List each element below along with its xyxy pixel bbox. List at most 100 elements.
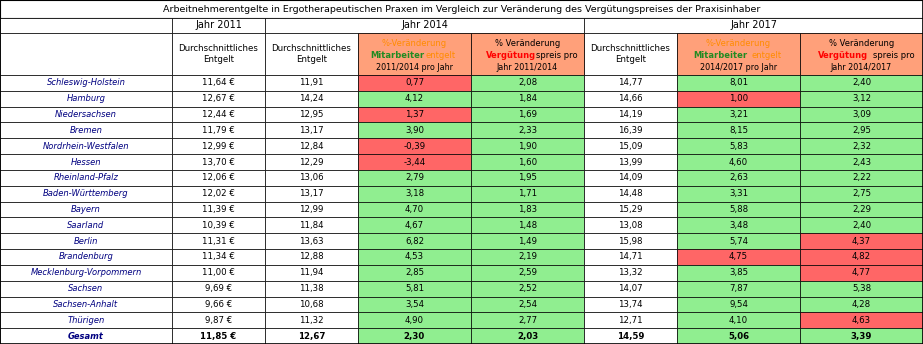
Text: % Veränderung: % Veränderung bbox=[829, 39, 894, 48]
Bar bbox=[677, 186, 800, 202]
Bar bbox=[800, 170, 923, 186]
Text: 2,29: 2,29 bbox=[852, 205, 871, 214]
Bar bbox=[0, 297, 172, 312]
Bar bbox=[584, 233, 677, 249]
Bar bbox=[358, 202, 471, 217]
Bar bbox=[265, 265, 358, 281]
Bar bbox=[358, 154, 471, 170]
Bar bbox=[800, 281, 923, 297]
Bar bbox=[358, 297, 471, 312]
Bar bbox=[172, 154, 265, 170]
Text: 11,00 €: 11,00 € bbox=[202, 268, 235, 277]
Text: 4,10: 4,10 bbox=[729, 316, 748, 325]
Bar bbox=[0, 328, 172, 344]
Text: 11,31 €: 11,31 € bbox=[202, 237, 235, 246]
Bar bbox=[172, 328, 265, 344]
Text: 2,75: 2,75 bbox=[852, 189, 871, 198]
Text: 13,08: 13,08 bbox=[618, 221, 642, 230]
Text: 6,82: 6,82 bbox=[405, 237, 424, 246]
Bar bbox=[265, 249, 358, 265]
Text: %-Veränderung: %-Veränderung bbox=[382, 39, 447, 48]
Text: 14,09: 14,09 bbox=[618, 173, 642, 182]
Text: Mecklenburg-Vorpommern: Mecklenburg-Vorpommern bbox=[30, 268, 141, 277]
Text: Hessen: Hessen bbox=[71, 158, 102, 166]
Bar bbox=[471, 33, 584, 75]
Text: 2,43: 2,43 bbox=[852, 158, 871, 166]
Text: 12,99: 12,99 bbox=[299, 205, 324, 214]
Bar bbox=[584, 217, 677, 233]
Bar bbox=[677, 233, 800, 249]
Bar bbox=[471, 312, 584, 328]
Bar bbox=[677, 249, 800, 265]
Bar bbox=[265, 18, 584, 33]
Text: Bayern: Bayern bbox=[71, 205, 101, 214]
Text: 12,29: 12,29 bbox=[299, 158, 324, 166]
Text: 13,63: 13,63 bbox=[299, 237, 324, 246]
Bar bbox=[800, 154, 923, 170]
Text: Mitarbeiter: Mitarbeiter bbox=[693, 51, 747, 60]
Bar bbox=[677, 154, 800, 170]
Text: 9,69 €: 9,69 € bbox=[205, 284, 232, 293]
Bar bbox=[677, 297, 800, 312]
Text: 2,85: 2,85 bbox=[405, 268, 424, 277]
Bar bbox=[584, 122, 677, 138]
Bar bbox=[800, 33, 923, 75]
Bar bbox=[358, 217, 471, 233]
Text: 11,84: 11,84 bbox=[299, 221, 324, 230]
Bar bbox=[265, 91, 358, 107]
Text: Schleswig-Holstein: Schleswig-Holstein bbox=[46, 78, 126, 87]
Text: 3,21: 3,21 bbox=[729, 110, 748, 119]
Bar bbox=[358, 233, 471, 249]
Bar bbox=[584, 328, 677, 344]
Bar bbox=[172, 265, 265, 281]
Bar bbox=[0, 217, 172, 233]
Bar bbox=[584, 202, 677, 217]
Bar bbox=[358, 138, 471, 154]
Text: 3,54: 3,54 bbox=[405, 300, 424, 309]
Bar bbox=[800, 265, 923, 281]
Text: 15,98: 15,98 bbox=[618, 237, 642, 246]
Bar bbox=[800, 33, 923, 75]
Text: 10,68: 10,68 bbox=[299, 300, 324, 309]
Text: 1,00: 1,00 bbox=[729, 94, 748, 103]
Bar bbox=[471, 122, 584, 138]
Text: 10,39 €: 10,39 € bbox=[202, 221, 234, 230]
Bar bbox=[358, 265, 471, 281]
Text: spreis pro: spreis pro bbox=[536, 51, 578, 60]
Text: 4,12: 4,12 bbox=[405, 94, 424, 103]
Text: Brandenburg: Brandenburg bbox=[58, 252, 114, 261]
Bar bbox=[677, 170, 800, 186]
Text: 2014/2017 pro Jahr: 2014/2017 pro Jahr bbox=[700, 63, 777, 72]
Bar bbox=[471, 202, 584, 217]
Bar bbox=[800, 328, 923, 344]
Bar bbox=[172, 138, 265, 154]
Text: Durchschnittliches
Entgelt: Durchschnittliches Entgelt bbox=[591, 44, 670, 64]
Text: Jahr 2011: Jahr 2011 bbox=[195, 21, 242, 31]
Bar bbox=[172, 18, 265, 33]
Bar bbox=[677, 122, 800, 138]
Bar bbox=[265, 312, 358, 328]
Text: 11,85 €: 11,85 € bbox=[200, 332, 236, 341]
Text: 11,34 €: 11,34 € bbox=[202, 252, 235, 261]
Text: 1,48: 1,48 bbox=[518, 221, 537, 230]
Bar bbox=[584, 107, 677, 122]
Text: -0,39: -0,39 bbox=[403, 142, 426, 151]
Bar bbox=[358, 91, 471, 107]
Bar bbox=[0, 107, 172, 122]
Bar bbox=[800, 122, 923, 138]
Bar bbox=[584, 18, 923, 33]
Text: 14,48: 14,48 bbox=[618, 189, 642, 198]
Text: Mitarbeiter: Mitarbeiter bbox=[370, 51, 425, 60]
Text: 11,39 €: 11,39 € bbox=[202, 205, 234, 214]
Bar bbox=[677, 138, 800, 154]
Bar bbox=[265, 328, 358, 344]
Text: 15,29: 15,29 bbox=[618, 205, 642, 214]
Text: 13,17: 13,17 bbox=[299, 189, 324, 198]
Bar bbox=[677, 91, 800, 107]
Text: 15,09: 15,09 bbox=[618, 142, 642, 151]
Bar bbox=[0, 91, 172, 107]
Text: Jahr 2011/2014: Jahr 2011/2014 bbox=[497, 63, 558, 72]
Text: 9,54: 9,54 bbox=[729, 300, 748, 309]
Bar bbox=[358, 107, 471, 122]
Bar bbox=[0, 170, 172, 186]
